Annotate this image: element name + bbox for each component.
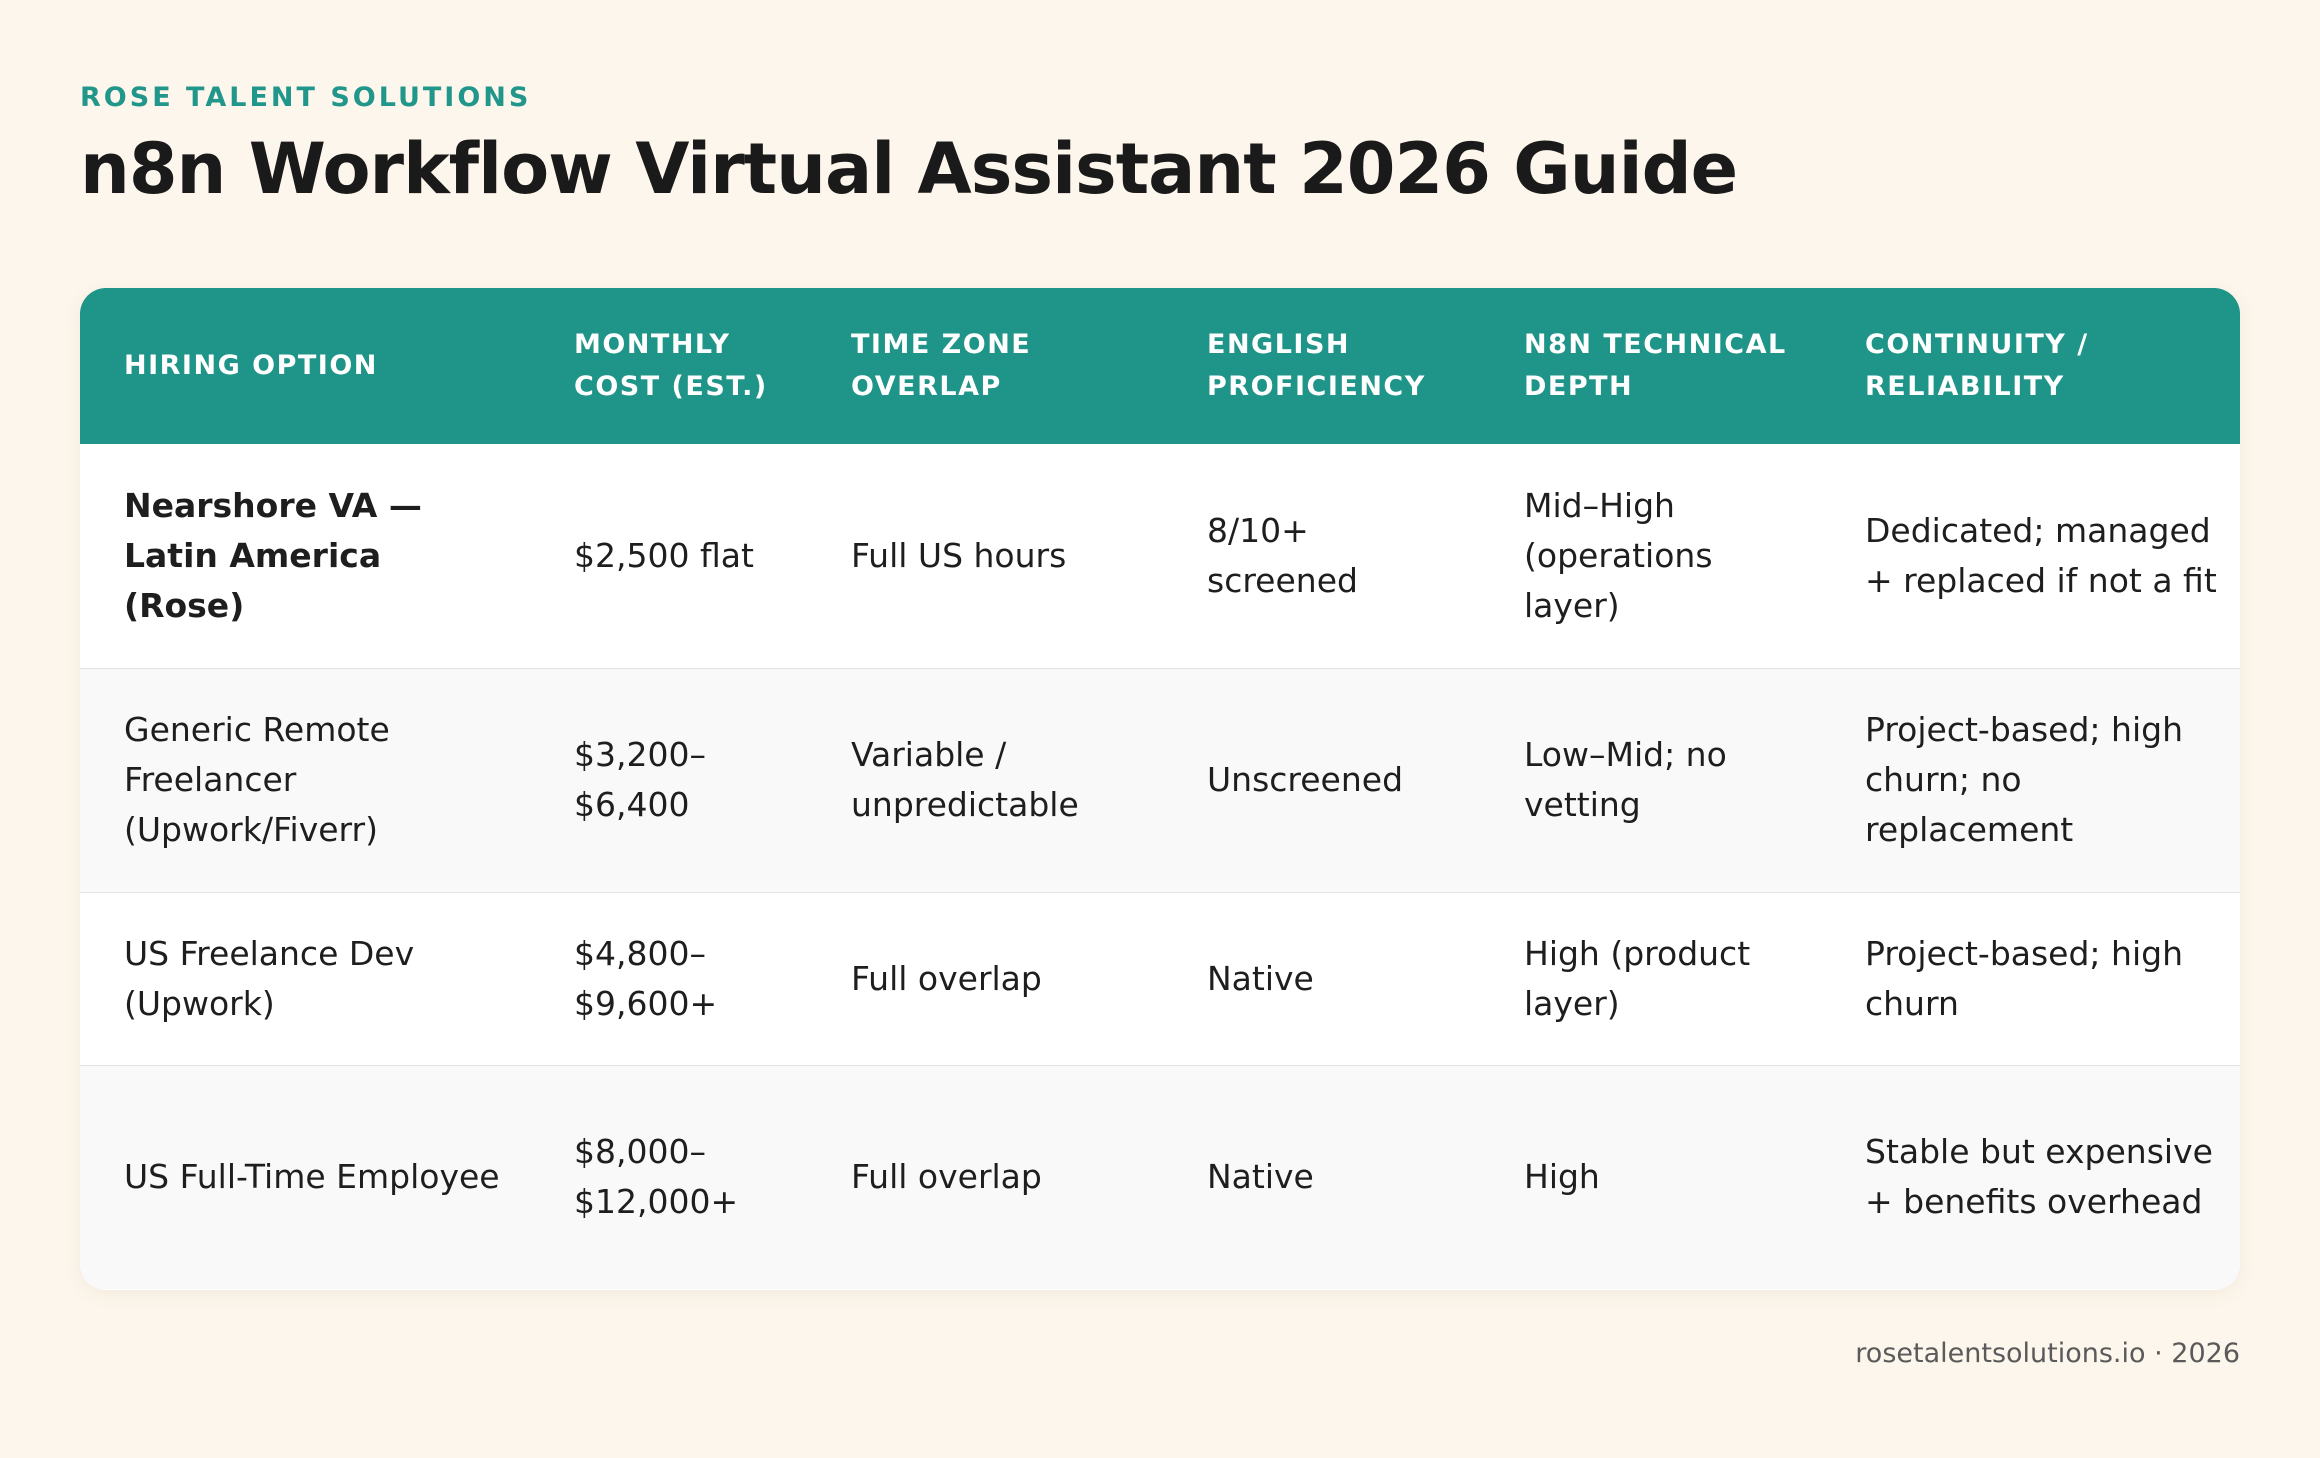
cell-n8n-technical-depth: Low–Mid; no vetting — [1480, 668, 1821, 893]
header-english-proficiency: ENGLISH PROFICIENCY — [1207, 329, 1426, 402]
cell-continuity-reliability: Project-based; high churn; no replacemen… — [1821, 668, 2240, 893]
cell-continuity-reliability: Project-based; high churn — [1821, 892, 2240, 1066]
table-row: Generic Remote Freelancer (Upwork/Fiverr… — [80, 668, 2240, 893]
brand-name: ROSE TALENT SOLUTIONS — [80, 82, 532, 113]
cell-hiring-option: Generic Remote Freelancer (Upwork/Fiverr… — [80, 668, 530, 893]
header-n8n-technical-depth: N8N TECHNICAL DEPTH — [1524, 329, 1787, 402]
comparison-table-card: HIRING OPTION MONTHLY COST (EST.) TIME Z… — [80, 288, 2240, 1290]
cell-hiring-option: US Full-Time Employee — [124, 1157, 500, 1197]
cell-english-proficiency: Unscreened — [1163, 668, 1480, 893]
cell-english-proficiency: Native — [1207, 1157, 1314, 1197]
footer-source: rosetalentsolutions.io · 2026 — [1855, 1338, 2240, 1369]
cell-n8n-technical-depth: High — [1524, 1157, 1600, 1197]
cell-time-zone-overlap: Full overlap — [807, 892, 1163, 1066]
cell-monthly-cost: $4,800–$9,600+ — [530, 892, 807, 1066]
cell-continuity-reliability: Dedicated; managed + replaced if not a f… — [1821, 444, 2240, 669]
table-header-row: HIRING OPTION MONTHLY COST (EST.) TIME Z… — [80, 288, 2240, 444]
table-row: US Freelance Dev (Upwork) $4,800–$9,600+… — [80, 892, 2240, 1066]
table-row: Nearshore VA — Latin America (Rose) $2,5… — [80, 444, 2240, 669]
cell-time-zone-overlap: Full US hours — [807, 444, 1163, 669]
comparison-table: HIRING OPTION MONTHLY COST (EST.) TIME Z… — [80, 288, 2240, 1289]
table-row: US Full-Time Employee $8,000–$12,000+ Fu… — [80, 1065, 2240, 1289]
cell-n8n-technical-depth: High (product layer) — [1480, 892, 1821, 1066]
page-title: n8n Workflow Virtual Assistant 2026 Guid… — [80, 128, 1738, 210]
header-time-zone-overlap: TIME ZONE OVERLAP — [851, 329, 1032, 402]
cell-time-zone-overlap: Variable / unpredictable — [807, 668, 1163, 893]
cell-monthly-cost: $2,500 flat — [530, 444, 807, 669]
header-monthly-cost: MONTHLY COST (EST.) — [574, 329, 768, 402]
cell-n8n-technical-depth: Mid–High (operations layer) — [1480, 444, 1821, 669]
cell-monthly-cost: $8,000–$12,000+ — [574, 1132, 739, 1222]
header-hiring-option: HIRING OPTION — [124, 350, 378, 381]
header-continuity-reliability: CONTINUITY / RELIABILITY — [1865, 329, 2089, 402]
cell-english-proficiency: 8/10+ screened — [1163, 444, 1480, 669]
cell-hiring-option: US Freelance Dev (Upwork) — [80, 892, 530, 1066]
cell-time-zone-overlap: Full overlap — [851, 1157, 1042, 1197]
cell-hiring-option: Nearshore VA — Latin America (Rose) — [80, 444, 530, 669]
cell-english-proficiency: Native — [1163, 892, 1480, 1066]
cell-continuity-reliability: Stable but expensive + benefits overhead — [1865, 1132, 2213, 1222]
cell-monthly-cost: $3,200–$6,400 — [530, 668, 807, 893]
